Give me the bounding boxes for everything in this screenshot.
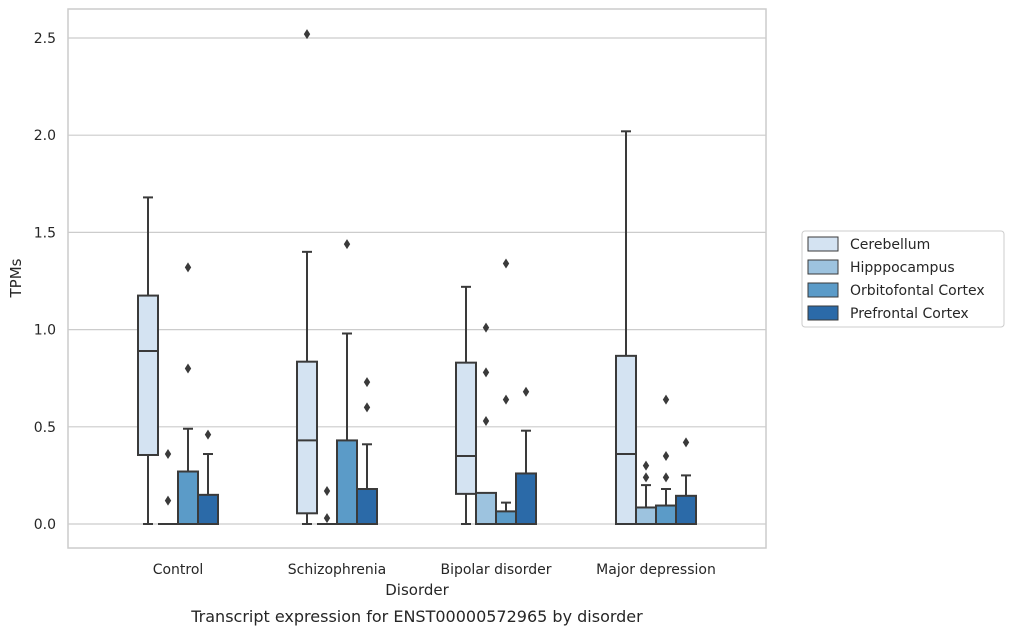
x-tick-label: Bipolar disorder bbox=[440, 562, 551, 578]
box-body bbox=[515, 472, 537, 525]
box-major-depression-cerebellum bbox=[615, 130, 637, 525]
x-tick-labels: Control Schizophrenia Bipolar disorder Majo… bbox=[153, 562, 716, 578]
box-bipolar-disorder-orbitofontal-cortex bbox=[495, 258, 517, 526]
box-schizophrenia-cerebellum bbox=[296, 29, 318, 525]
outlier-point bbox=[303, 29, 311, 40]
outlier-point bbox=[662, 450, 670, 461]
box-schizophrenia-hipppocampus bbox=[317, 485, 337, 525]
box-body bbox=[296, 360, 318, 515]
box-control-prefrontal-cortex bbox=[197, 429, 219, 525]
outlier-point bbox=[482, 415, 490, 426]
outlier-point bbox=[164, 495, 172, 506]
outlier-point bbox=[502, 394, 510, 405]
y-tick-labels: 0.0 0.5 1.0 1.5 2.0 2.5 bbox=[34, 31, 56, 533]
legend-label: Orbitofontal Cortex bbox=[850, 283, 985, 299]
outlier-point bbox=[164, 449, 172, 460]
box-body bbox=[177, 470, 199, 525]
legend-label: Prefrontal Cortex bbox=[850, 306, 969, 322]
outlier-point bbox=[343, 239, 351, 250]
outlier-point bbox=[502, 258, 510, 269]
box-body bbox=[675, 494, 697, 526]
legend-label: Hipppocampus bbox=[850, 260, 955, 276]
x-tick-label: Control bbox=[153, 562, 204, 578]
box-body bbox=[475, 491, 497, 525]
outlier-point bbox=[482, 322, 490, 333]
box-body bbox=[615, 354, 637, 525]
box-schizophrenia-orbitofontal-cortex bbox=[336, 239, 358, 525]
y-tick-label: 2.0 bbox=[34, 128, 56, 144]
legend-swatch bbox=[807, 259, 839, 275]
legend-swatch bbox=[807, 282, 839, 298]
box-body bbox=[356, 488, 378, 525]
plot-background bbox=[68, 9, 766, 548]
legend-label: Cerebellum bbox=[850, 237, 930, 253]
y-tick-label: 0.0 bbox=[34, 517, 56, 533]
outlier-point bbox=[323, 513, 331, 524]
box-control-cerebellum bbox=[137, 196, 159, 525]
legend-swatch bbox=[807, 236, 839, 252]
y-tick-label: 0.5 bbox=[34, 420, 56, 436]
outlier-point bbox=[642, 460, 650, 471]
box-schizophrenia-prefrontal-cortex bbox=[356, 377, 378, 525]
box-body bbox=[635, 506, 657, 526]
legend-swatch bbox=[807, 305, 839, 321]
box-body bbox=[455, 361, 477, 495]
x-axis-label: Disorder bbox=[385, 581, 449, 599]
outlier-point bbox=[522, 386, 530, 397]
x-tick-label: Major depression bbox=[596, 562, 716, 578]
chart-caption: Transcript expression for ENST0000057296… bbox=[190, 607, 643, 626]
outlier-point bbox=[642, 472, 650, 483]
outlier-point bbox=[204, 429, 212, 440]
outlier-point bbox=[184, 363, 192, 374]
box-major-depression-hipppocampus bbox=[635, 460, 657, 526]
y-axis-label: TPMs bbox=[7, 258, 25, 298]
plot-frame bbox=[67, 8, 767, 549]
outlier-point bbox=[323, 485, 331, 496]
box-body bbox=[495, 510, 517, 526]
y-tick-label: 1.0 bbox=[34, 323, 56, 339]
box-bipolar-disorder-prefrontal-cortex bbox=[515, 386, 537, 525]
outlier-point bbox=[184, 262, 192, 273]
x-tick-label: Schizophrenia bbox=[288, 562, 386, 578]
box-control-hipppocampus bbox=[158, 449, 178, 525]
outlier-point bbox=[363, 402, 371, 413]
box-bipolar-disorder-cerebellum bbox=[455, 285, 477, 525]
legend: Cerebellum Hipppocampus Orbitofontal Corte… bbox=[801, 230, 1005, 328]
outlier-point bbox=[682, 437, 690, 448]
box-major-depression-prefrontal-cortex bbox=[675, 437, 697, 526]
outlier-point bbox=[662, 394, 670, 405]
y-tick-label: 2.5 bbox=[34, 31, 56, 47]
outlier-point bbox=[363, 377, 371, 388]
legend-frame bbox=[801, 230, 1005, 328]
box-bipolar-disorder-hipppocampus bbox=[475, 322, 497, 525]
box-series bbox=[137, 29, 697, 526]
box-body bbox=[137, 294, 159, 456]
box-body bbox=[655, 504, 677, 526]
box-body bbox=[336, 439, 358, 525]
outlier-point bbox=[482, 367, 490, 378]
box-body bbox=[197, 493, 219, 525]
outlier-point bbox=[662, 472, 670, 483]
y-tick-label: 1.5 bbox=[34, 225, 56, 241]
